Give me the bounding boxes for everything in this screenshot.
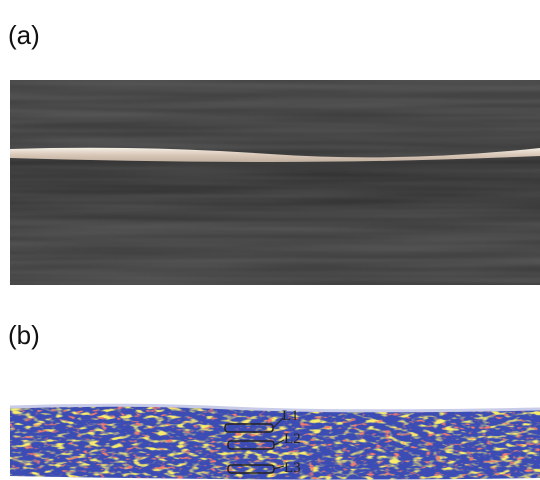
layer-label: L2 bbox=[284, 431, 301, 447]
layer-label: L1 bbox=[282, 408, 299, 424]
color-map bbox=[10, 400, 540, 480]
page: {"panels": [{"label": "(a)"}, {"label": … bbox=[0, 0, 540, 480]
figure: (a) (b) L1 L2 L3 bbox=[0, 0, 540, 480]
layer-label: L3 bbox=[284, 460, 301, 476]
panel-label: (a) bbox=[8, 20, 40, 50]
micrograph bbox=[10, 80, 540, 285]
panel-label: (b) bbox=[8, 320, 40, 350]
